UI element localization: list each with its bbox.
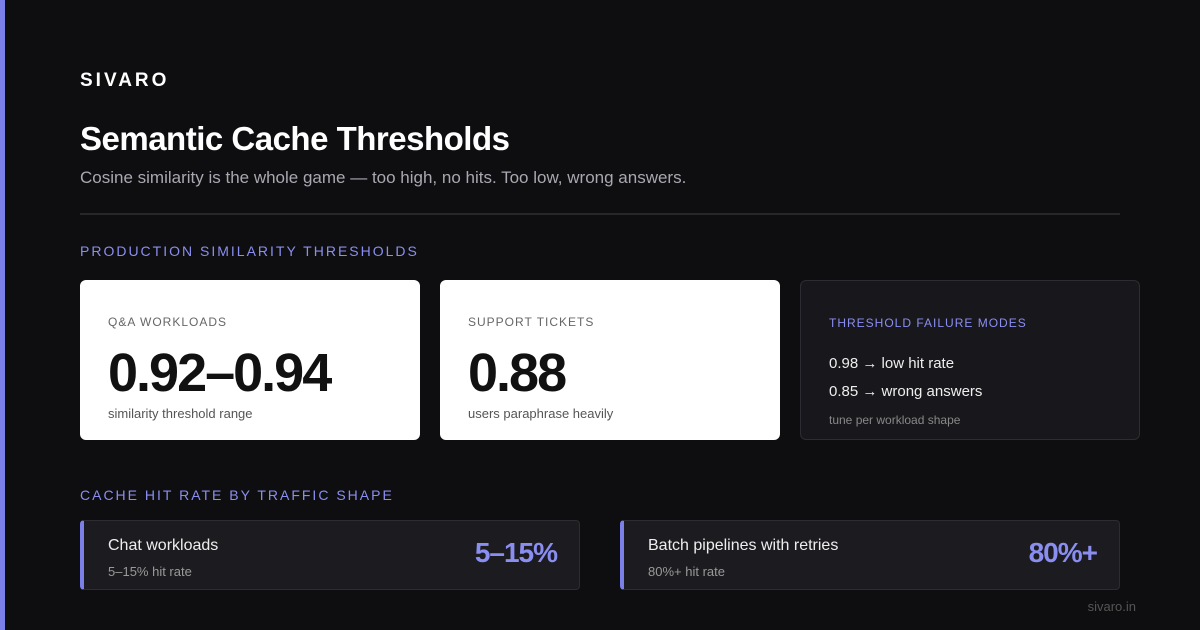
card-caption: users paraphrase heavily <box>468 406 614 421</box>
hit-value: 5–15% <box>474 537 558 568</box>
brand: SIVARO <box>80 70 170 91</box>
card-value: 0.92–0.94 <box>108 343 332 403</box>
stat-card: SUPPORT TICKETS 0.88 users paraphrase he… <box>440 280 780 440</box>
footer: sivaro.in <box>1087 599 1136 614</box>
hit-name: Batch pipelines with retries <box>648 537 839 554</box>
title: Semantic Cache Thresholds <box>80 120 510 157</box>
accent-bar <box>0 0 5 630</box>
failure-line: 0.85 → wrong answers <box>829 383 983 400</box>
hit-name: Chat workloads <box>108 537 219 554</box>
section-label: PRODUCTION SIMILARITY THRESHOLDS <box>80 243 419 259</box>
card-note: tune per workload shape <box>829 413 961 427</box>
failure-card: THRESHOLD FAILURE MODES 0.98 → low hit r… <box>800 280 1140 440</box>
section-label: CACHE HIT RATE BY TRAFFIC SHAPE <box>80 487 394 503</box>
hit-card: Chat workloads 5–15% hit rate 5–15% <box>80 520 580 590</box>
card-label: THRESHOLD FAILURE MODES <box>829 316 1027 330</box>
stat-card: Q&A WORKLOADS 0.92–0.94 similarity thres… <box>80 280 420 440</box>
hit-caption: 5–15% hit rate <box>108 564 192 579</box>
card-caption: similarity threshold range <box>108 406 253 421</box>
card-label: Q&A WORKLOADS <box>108 315 228 329</box>
card-value: 0.88 <box>468 343 567 403</box>
hit-card: Batch pipelines with retries 80%+ hit ra… <box>620 520 1120 590</box>
failure-line: 0.98 → low hit rate <box>829 355 955 372</box>
hit-value: 80%+ <box>1028 537 1098 568</box>
card-label: SUPPORT TICKETS <box>468 315 595 329</box>
subtitle: Cosine similarity is the whole game — to… <box>80 168 687 187</box>
hit-caption: 80%+ hit rate <box>648 564 725 579</box>
divider <box>80 213 1120 215</box>
